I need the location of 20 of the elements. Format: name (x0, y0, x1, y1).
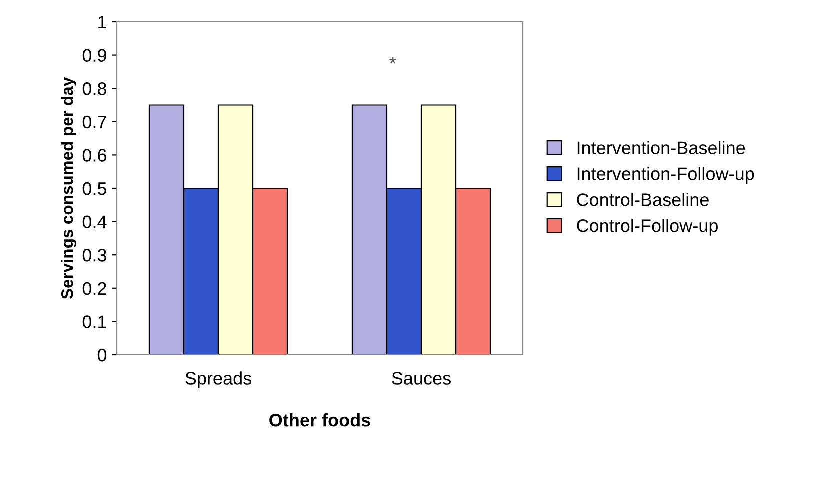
legend-label: Control-Baseline (577, 193, 709, 206)
x-tick-label: Sauces (392, 372, 451, 385)
y-tick-label: 0.3 (82, 249, 106, 262)
y-tick-label: 0.4 (82, 216, 107, 229)
y-tick-label: 0.8 (82, 82, 106, 96)
y-tick-label: 1 (98, 16, 106, 29)
annotation: * (390, 56, 397, 64)
legend-label: Intervention-Follow-up (578, 167, 754, 184)
y-tick-label: 0.5 (82, 182, 107, 196)
y-tick-label: 0.1 (82, 316, 106, 328)
y-axis-title: Servings consumed per day (61, 77, 77, 300)
legend-label: Intervention-Baseline (578, 141, 746, 154)
x-tick-label: Spreads (186, 372, 252, 388)
y-tick-label: 0.9 (82, 49, 106, 62)
y-tick-label: 0.2 (82, 282, 106, 296)
x-axis-title: Other foods (270, 414, 370, 427)
legend-label: Control-Follow-up (577, 219, 718, 236)
y-tick-label: 0.7 (82, 116, 106, 129)
y-tick-label: 0.6 (82, 149, 106, 162)
y-tick-label: 0 (98, 348, 107, 362)
